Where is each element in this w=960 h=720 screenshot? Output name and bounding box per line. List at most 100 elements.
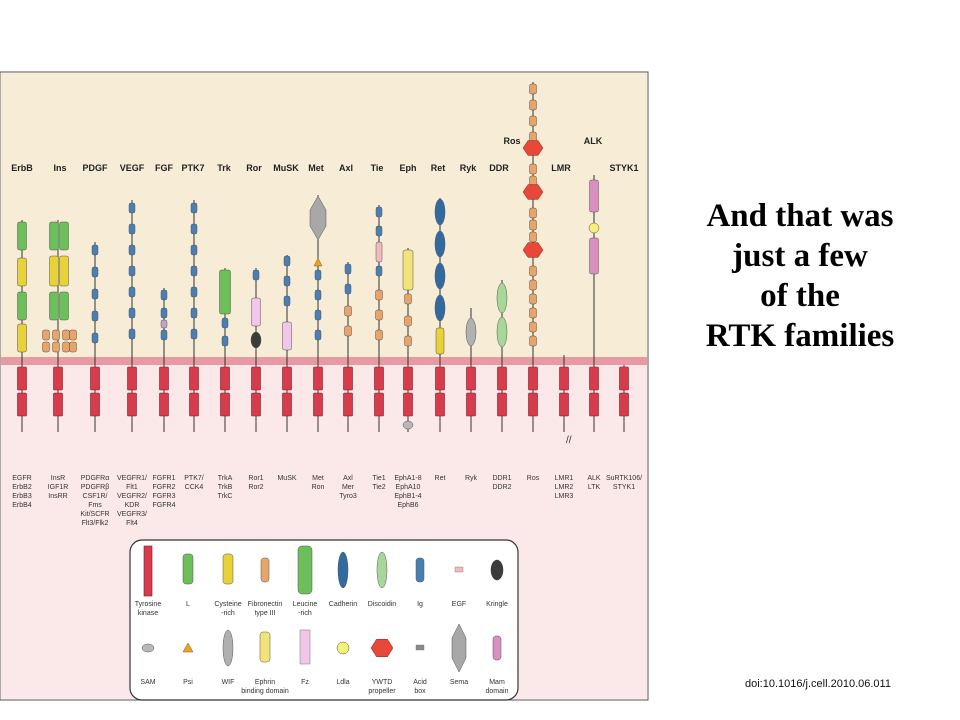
ig-domain (283, 275, 291, 287)
member-name: EphA1-8 (394, 475, 421, 482)
family-label-met: Met (308, 163, 324, 173)
ldla-domain (588, 222, 600, 234)
legend-item-egf: EGF (452, 566, 466, 608)
member-list-ror: Ror1 Ror2 (248, 475, 263, 491)
ig-domain (314, 309, 322, 321)
tyrosine-kinase-domain (159, 366, 169, 391)
fibronectin-domain (529, 231, 537, 243)
legend-item-wif: WIF (222, 629, 235, 686)
member-name: DDR2 (492, 484, 511, 491)
legend-swatch (376, 551, 388, 589)
legend-label-line: EGF (452, 601, 466, 608)
ig-domain (91, 310, 99, 322)
tyrosine-kinase-domain (159, 392, 169, 417)
receptor-ptk7 (189, 200, 199, 432)
legend-label: YWTD propeller (368, 679, 396, 695)
member-list-ddr: DDR1 DDR2 (492, 475, 511, 491)
tyrosine-kinase-domain (127, 392, 137, 417)
member-name: Tie2 (372, 484, 385, 491)
fibronectin-domain (529, 219, 537, 231)
tyrosine-kinase-domain (343, 366, 353, 391)
ywtd-propeller (522, 242, 544, 258)
member-name: KDR (125, 502, 140, 509)
legend-item-l: L (182, 553, 194, 608)
legend-label-line: Cysteine (214, 601, 241, 608)
tyrosine-kinase-domain (17, 366, 27, 391)
family-label-tie: Tie (371, 163, 384, 173)
member-name: VEGFR3/ (117, 511, 147, 518)
member-name: TrkA (218, 475, 233, 482)
family-label-styk1: STYK1 (609, 163, 638, 173)
fibronectin-domain (529, 293, 537, 305)
member-list-vegf: VEGFR1/Flt1 VEGFR2/KDR VEGFR3/Flt4 (117, 475, 147, 527)
legend-item-ywtd-propeller: YWTD propeller (368, 639, 396, 695)
ig-domain (91, 244, 99, 256)
cysteine-rich-domain (435, 327, 445, 355)
fibronectin-domain (344, 325, 352, 337)
legend-label-line: Fz (301, 679, 309, 686)
tyrosine-kinase-domain (127, 366, 137, 391)
member-name: Kit/SCFR (80, 511, 109, 518)
legend-label: Psi (183, 679, 193, 686)
legend-swatch (260, 557, 270, 583)
legend-item-kringle: Kringle (486, 559, 508, 608)
fibronectin-domain (375, 289, 383, 301)
tyrosine-kinase-domain (619, 366, 629, 391)
fibronectin-domain (69, 329, 77, 341)
legend-label: Cadherin (329, 601, 358, 608)
legend-label: Tyrosine kinase (135, 601, 162, 617)
tyrosine-kinase-domain (528, 366, 538, 391)
doi-citation: doi:10.1016/j.cell.2010.06.011 (745, 678, 891, 690)
family-label-ret: Ret (431, 163, 446, 173)
legend-item-ldla: Ldla (336, 641, 350, 686)
member-name: Fms (88, 502, 102, 509)
ig-domain (283, 295, 291, 307)
member-name: Ror2 (248, 484, 263, 491)
ig-domain (221, 335, 229, 347)
receptor-erbb (17, 220, 27, 432)
cysteine-rich-domain (59, 255, 69, 287)
legend-label: Fz (301, 679, 309, 686)
member-name: DDR1 (492, 475, 511, 482)
legend-label: Cysteine -rich (214, 601, 241, 617)
legend-label-line: WIF (222, 679, 235, 686)
plasma-membrane (1, 357, 647, 365)
member-name: Axl (343, 475, 353, 482)
tyrosine-kinase-domain (17, 392, 27, 417)
legend-label-line: Cadherin (329, 601, 358, 608)
legend-swatch (490, 559, 504, 581)
tyrosine-kinase-domain (559, 392, 569, 417)
member-name: CSF1R/ (83, 493, 108, 500)
legend-label-line: Ephrin (255, 679, 275, 686)
family-labels: ErbB Ins PDGF VEGF FGF PTK7 Trk Ror MuSK Met Axl Ti… (11, 136, 638, 173)
ig-domain (314, 269, 322, 281)
tyrosine-kinase-domain (189, 392, 199, 417)
tyrosine-kinase-domain (53, 392, 63, 417)
family-label-ror: Ror (246, 163, 262, 173)
legend: Tyrosine kinase L Cysteine -rich Fibronectin t… (135, 545, 509, 695)
legend-label: Ephrin binding domain (241, 679, 289, 695)
member-name: Ror1 (248, 475, 263, 482)
tyrosine-kinase-domain (220, 366, 230, 391)
member-list-ins: InsR IGF1R InsRR (48, 475, 69, 500)
legend-item-ephrin-binding-domain: Ephrin binding domain (241, 631, 289, 695)
fibronectin-domain (62, 341, 70, 353)
family-label-eph: Eph (400, 163, 417, 173)
member-name: MuSK (277, 475, 296, 482)
ig-domain (91, 266, 99, 278)
family-label-pdgf: PDGF (82, 163, 108, 173)
member-name: LMR2 (555, 484, 574, 491)
member-list-fgf: FGFR1 FGFR2 FGFR3 FGFR4 (153, 475, 176, 509)
fibronectin-domain (42, 341, 50, 353)
legend-label-line: YWTD (372, 679, 393, 686)
fibronectin-domain (344, 305, 352, 317)
member-name: LMR1 (555, 475, 574, 482)
ig-domain (252, 269, 260, 281)
ig-domain (314, 329, 322, 341)
legend-item-discoidin: Discoidin (368, 551, 396, 608)
family-label-musk: MuSK (273, 163, 299, 173)
receptor-ryk (465, 308, 477, 432)
member-list-eph: EphA1-8 EphA10 EphB1-4 EphB6 (394, 475, 421, 509)
tyrosine-kinase-domain (435, 392, 445, 417)
